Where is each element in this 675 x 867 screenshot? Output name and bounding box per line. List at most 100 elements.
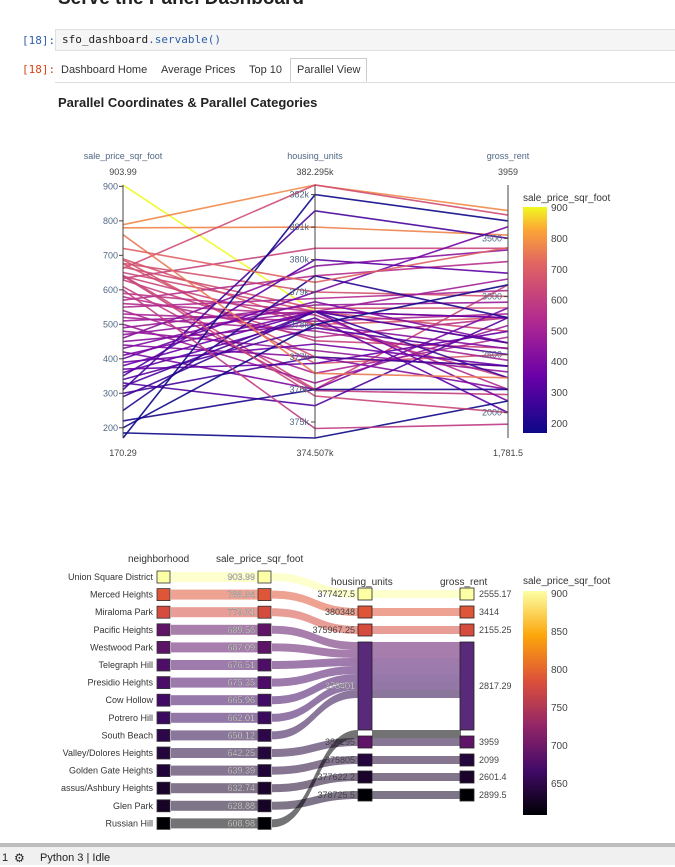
pcat-ribbon: [372, 642, 461, 650]
pc-colorbar-tick: 800: [551, 234, 568, 245]
pcat-neighborhood-label: Pacific Heights: [93, 625, 153, 635]
pc-tick-label: 800: [103, 216, 118, 226]
pcat-rent-label: 2817.29: [479, 681, 512, 691]
parallel-coordinates-chart[interactable]: sale_price_sqr_foot 903.99 170.29 200 300 400…: [0, 145, 675, 465]
code-cell[interactable]: sfo_dashboard.servable(): [55, 29, 675, 51]
pcat-sale-price-box: [257, 799, 272, 813]
pcat-colorbar-ticks: 650 700 750 800 850 900: [551, 589, 568, 790]
pcat-ribbon: [372, 674, 461, 682]
pc-axis-label: housing_units: [287, 151, 343, 161]
pcat-neighborhood-box: [156, 623, 171, 637]
code-variable: sfo_dashboard: [62, 33, 149, 46]
pcat-colorbar-tick: 750: [551, 703, 568, 714]
pc-axis-max-label: 903.99: [109, 167, 137, 177]
pc-axes: sale_price_sqr_foot 903.99 170.29 200 300 400…: [84, 151, 530, 458]
pcat-ribbon: [171, 677, 258, 688]
pcat-housing-label: 378401: [325, 681, 355, 691]
pcat-housing-label: 375967.25: [312, 625, 355, 635]
pcat-neighborhood-label: Union Square District: [68, 572, 154, 582]
pcat-sale-price-box: [257, 623, 272, 637]
pcat-housing-box: [357, 735, 373, 749]
pc-colorbar-ticks: 200 300 400 500 600 700 800 900: [551, 203, 568, 430]
pcat-neighborhood-label: assus/Ashbury Heights: [61, 783, 154, 793]
status-bar: 1 ⚙ Python 3 | Idle: [0, 843, 675, 865]
pcat-sale-price-label: 632.74: [227, 783, 255, 793]
pcat-neighborhood-box: [156, 588, 171, 601]
pcat-neighborhood-box: [156, 605, 171, 619]
gear-icon[interactable]: ⚙: [14, 851, 25, 865]
pc-tick-label: 375k: [289, 417, 309, 427]
pcat-sale-price-box: [257, 641, 272, 654]
pcat-housing-label: 382295: [325, 737, 355, 747]
pcat-housing-box: [357, 623, 373, 637]
pcat-sale-price-box: [257, 764, 272, 778]
pcat-sale-price-label: 628.88: [227, 801, 255, 811]
pcat-ribbon: [372, 590, 461, 598]
pcat-colorbar-tick: 650: [551, 779, 568, 790]
pcat-sale-price-box: [257, 570, 272, 584]
pcat-sale-price-label: 662.01: [227, 713, 255, 723]
pcat-colorbar-title: sale_price_sqr_foot: [523, 576, 610, 587]
input-prompt: [18]:: [22, 34, 56, 47]
pcat-ribbon: [372, 773, 461, 781]
pcat-neighborhood-box: [156, 816, 171, 830]
pcat-ribbon: [372, 730, 461, 738]
pcat-housing-label: 380348: [325, 607, 355, 617]
pcat-ribbon: [272, 608, 358, 634]
notebook-heading: Serve the Panel Dashboard: [58, 0, 304, 10]
pc-tick-label: 700: [103, 250, 118, 260]
pcat-ribbon: [372, 738, 461, 746]
pcat-ribbon: [272, 730, 358, 828]
pcat-sale-price-box: [257, 816, 272, 830]
pcat-rent-box: [459, 587, 475, 601]
pc-tick-label: 200: [103, 423, 118, 433]
pcat-housing-box: [357, 770, 373, 784]
tab-parallel-view[interactable]: Parallel View: [290, 58, 368, 82]
pc-axis-max-label: 382.295k: [296, 167, 334, 177]
kernel-count: 1: [2, 852, 9, 864]
pcat-neighborhood-box: [156, 746, 171, 760]
pc-tick-label: 382k: [289, 190, 309, 200]
tab-dashboard-home[interactable]: Dashboard Home: [61, 64, 148, 76]
pcat-neighborhood-box: [156, 781, 171, 795]
pcat-neighborhood-box: [156, 799, 171, 813]
pcat-neighborhood-label: Russian Hill: [105, 818, 153, 828]
pcat-rent-box: [459, 770, 475, 784]
pcat-neighborhood-label: Glen Park: [113, 801, 154, 811]
pc-axis-min-label: 374.507k: [296, 448, 334, 458]
pcat-sale-price-box: [257, 658, 272, 672]
pcat-neighborhood-label: Potrero Hill: [108, 713, 153, 723]
pcat-sale-price-box: [257, 588, 272, 601]
pcat-housing-label: 377427.5: [317, 589, 355, 599]
pcat-ribbon: [372, 650, 461, 658]
pcat-sale-price-label: 687.09: [227, 642, 255, 652]
pc-colorbar-title: sale_price_sqr_foot: [523, 193, 610, 204]
parallel-categories-chart[interactable]: Union Square District 903.99 Merced Height…: [0, 550, 675, 830]
tab-average-prices[interactable]: Average Prices: [161, 64, 236, 76]
pcat-ribbon: [171, 607, 258, 618]
output-prompt: [18]:: [22, 63, 56, 76]
pcat-neighborhood-box: [156, 676, 171, 689]
pcat-ribbon: [171, 783, 258, 794]
pcat-dim-gross-rent: gross_rent: [440, 577, 487, 588]
pcat-dim-sale-price: sale_price_sqr_foot: [216, 554, 303, 565]
pcat-rent-box: [459, 735, 475, 749]
pc-tick-label: 379k: [289, 287, 309, 297]
pcat-sale-price-label: 788.84: [227, 590, 255, 600]
pcat-ribbon: [272, 625, 358, 650]
pcat-sale-price-label: 689.56: [227, 625, 255, 635]
pcat-category-boxes: Union Square District 903.99 Merced Height…: [61, 570, 512, 830]
tab-top-10[interactable]: Top 10: [249, 64, 283, 76]
pcat-neighborhood-box: [156, 711, 171, 725]
pc-colorbar-tick: 400: [551, 357, 568, 368]
pcat-ribbon: [171, 748, 258, 758]
pcat-sale-price-box: [257, 746, 272, 760]
pcat-neighborhood-label: Presidio Heights: [87, 678, 153, 688]
pcat-ribbon: [272, 666, 358, 687]
pcat-ribbon: [171, 818, 258, 829]
pcat-rent-box: [459, 641, 475, 731]
pcat-rent-box: [459, 788, 475, 802]
pcat-ribbon: [272, 674, 358, 705]
pcat-ribbon: [171, 589, 258, 600]
pcat-neighborhood-box: [156, 764, 171, 778]
